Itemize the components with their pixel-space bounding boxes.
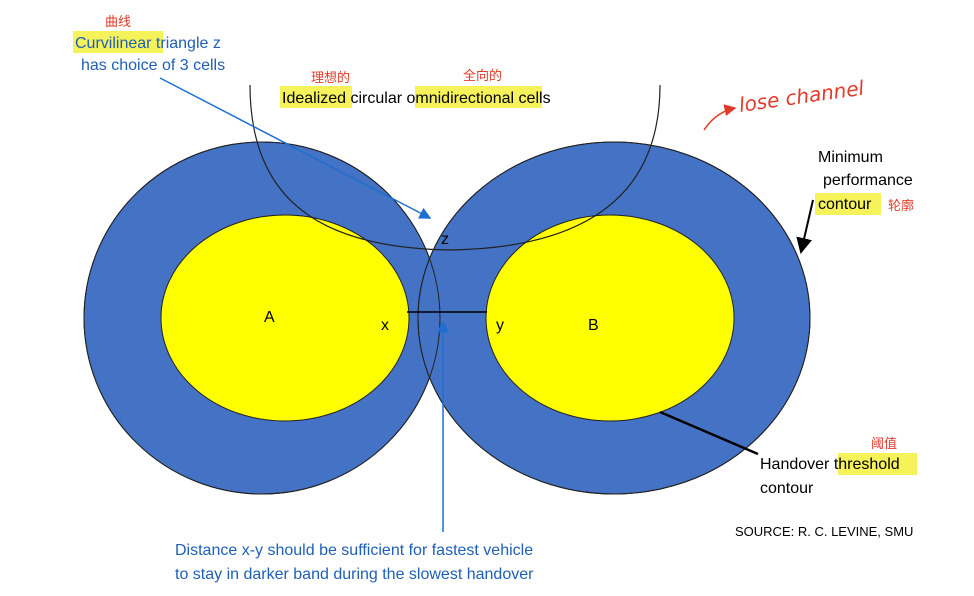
source-credit: SOURCE: R. C. LEVINE, SMU [735,524,913,539]
label-y: y [496,317,504,334]
label-a: A [264,309,275,326]
cell-b-inner [485,214,735,422]
highlight-threshold [838,453,917,475]
min-perf-line1: Minimum [818,149,883,166]
annotation-curvilinear: 曲线 [105,15,131,30]
bottom-note-line2: to stay in darker band during the slowes… [175,566,534,583]
annotation-contour: 轮廓 [888,198,914,214]
cell-c-arc [249,84,661,251]
cell-b-boundary [417,141,811,495]
lose-channel-arrow [703,104,737,131]
annotation-omnidirectional: 全向的 [463,68,502,84]
min-perf-line3: contour [818,196,872,213]
cell-a-inner [160,214,410,422]
arrow-to-outer-contour [796,199,814,254]
arrow-to-z [159,77,432,219]
handover-line2: contour [760,480,814,497]
annotation-threshold: 阈值 [871,436,897,452]
annotation-idealized: 理想的 [311,70,350,86]
highlight-omnidirectional [415,86,542,108]
handover-line1: Handover threshold [760,456,900,473]
highlight-curvilinear [73,31,163,53]
curvilinear-note-line1: Curvilinear triangle z [75,35,221,52]
cell-a-boundary [83,141,441,495]
idealized-cells-label: Idealized circular omnidirectional cells [282,90,551,107]
label-x: x [381,317,389,334]
lose-channel-note: lose channel [737,76,866,117]
label-b: B [588,317,599,334]
min-perf-line2: performance [823,172,913,189]
highlight-idealized [280,86,352,108]
bottom-note-line1: Distance x-y should be sufficient for fa… [175,542,533,559]
arrow-to-inner-contour [659,410,759,456]
curvilinear-note-line2: has choice of 3 cells [81,57,225,74]
label-z: z [441,231,449,248]
highlight-contour [815,193,881,215]
